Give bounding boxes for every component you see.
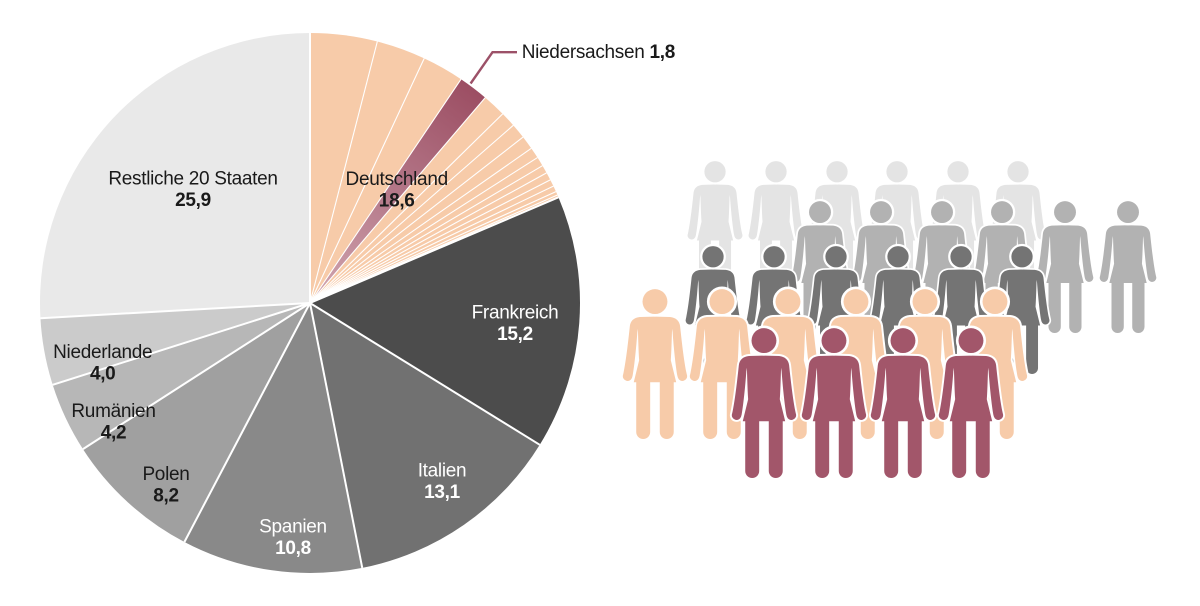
svg-text:Italien: Italien	[418, 460, 467, 481]
svg-text:Spanien: Spanien	[259, 517, 327, 538]
svg-text:Restliche 20 Staaten: Restliche 20 Staaten	[108, 168, 277, 189]
svg-text:Frankreich: Frankreich	[472, 303, 559, 324]
svg-text:Polen: Polen	[142, 464, 189, 485]
svg-text:4,2: 4,2	[101, 423, 127, 444]
svg-text:8,2: 8,2	[153, 486, 179, 507]
svg-text:Deutschland: Deutschland	[346, 169, 448, 190]
svg-text:4,0: 4,0	[90, 364, 116, 385]
svg-text:18,6: 18,6	[379, 190, 415, 211]
svg-text:Rumänien: Rumänien	[71, 401, 155, 422]
svg-text:10,8: 10,8	[275, 538, 311, 559]
svg-text:Niederlande: Niederlande	[53, 342, 152, 363]
svg-text:Niedersachsen 1,8: Niedersachsen 1,8	[522, 42, 675, 63]
svg-text:13,1: 13,1	[424, 482, 461, 503]
svg-text:25,9: 25,9	[175, 190, 211, 211]
svg-text:15,2: 15,2	[497, 324, 533, 345]
